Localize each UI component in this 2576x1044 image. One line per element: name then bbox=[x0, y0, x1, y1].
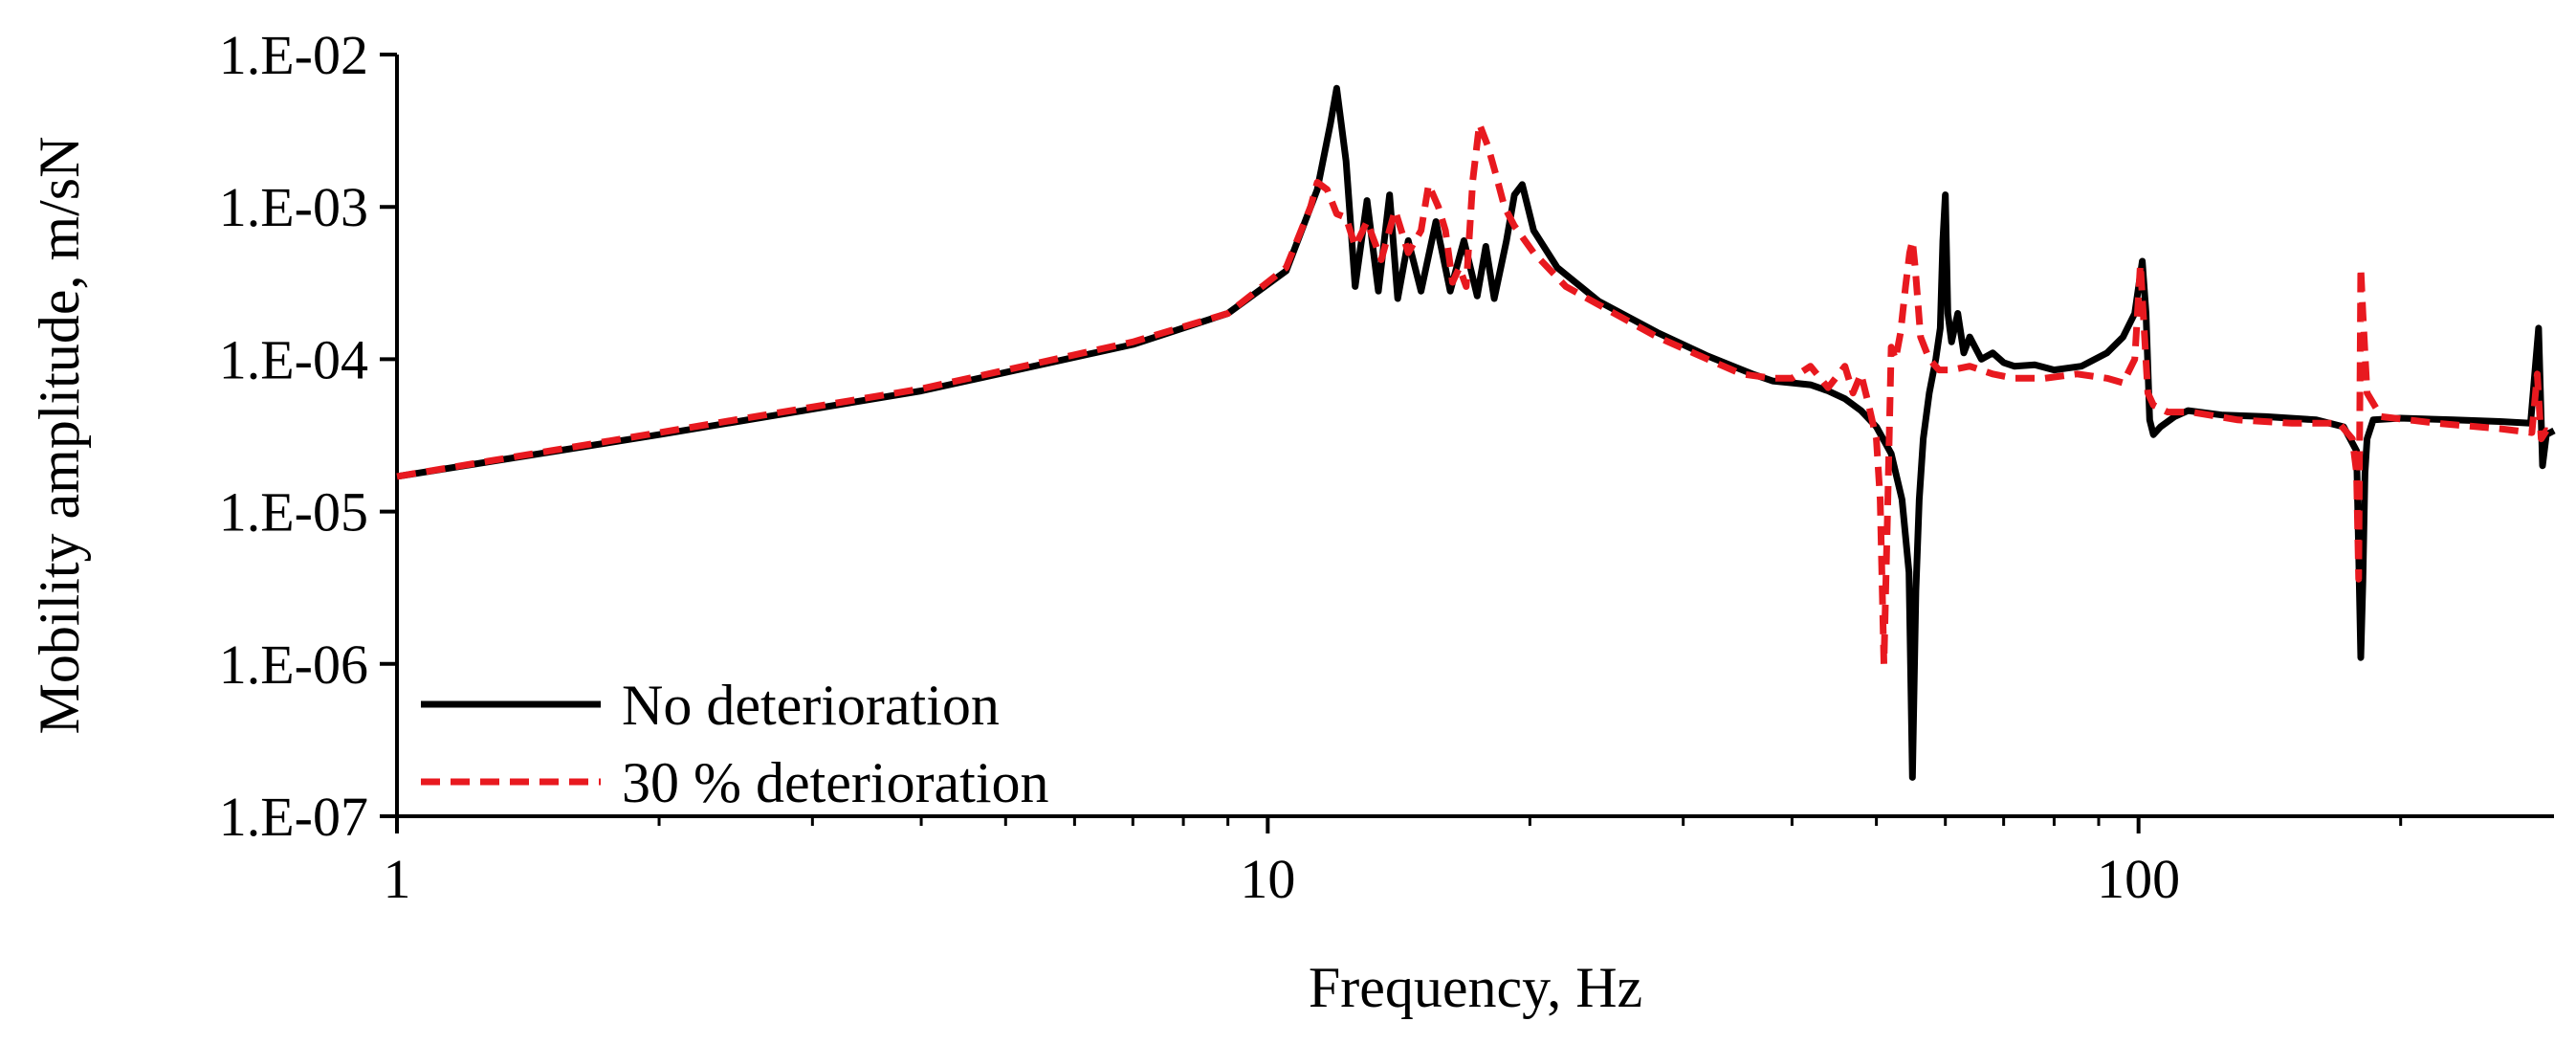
legend-label: No deterioration bbox=[622, 674, 1000, 737]
legend: No deterioration 30 % deterioration bbox=[421, 674, 1049, 814]
y-tick-label: 1.E-02 bbox=[219, 24, 368, 86]
series-layer bbox=[396, 84, 2556, 781]
y-tick-label: 1.E-06 bbox=[219, 633, 368, 696]
y-tick-label: 1.E-03 bbox=[219, 176, 368, 238]
x-tick-label: 100 bbox=[2097, 848, 2180, 910]
legend-label: 30 % deterioration bbox=[622, 751, 1049, 814]
y-tick-label: 1.E-04 bbox=[219, 328, 368, 390]
x-tick-label: 10 bbox=[1240, 848, 1295, 910]
x-axis-title: Frequency, Hz bbox=[1309, 956, 1642, 1019]
axes-layer: 1.E-07 1.E-06 1.E-05 1.E-04 1.E-03 1.E-02 1 10 1… bbox=[219, 24, 2554, 910]
x-tick-label: 1 bbox=[384, 848, 411, 910]
y-tick-label: 1.E-05 bbox=[219, 481, 368, 544]
series-line-30-percent-deterioration bbox=[396, 121, 2555, 668]
y-tick-label: 1.E-07 bbox=[219, 786, 368, 848]
y-axis-title: Mobility amplitude, m/sN bbox=[28, 137, 91, 735]
